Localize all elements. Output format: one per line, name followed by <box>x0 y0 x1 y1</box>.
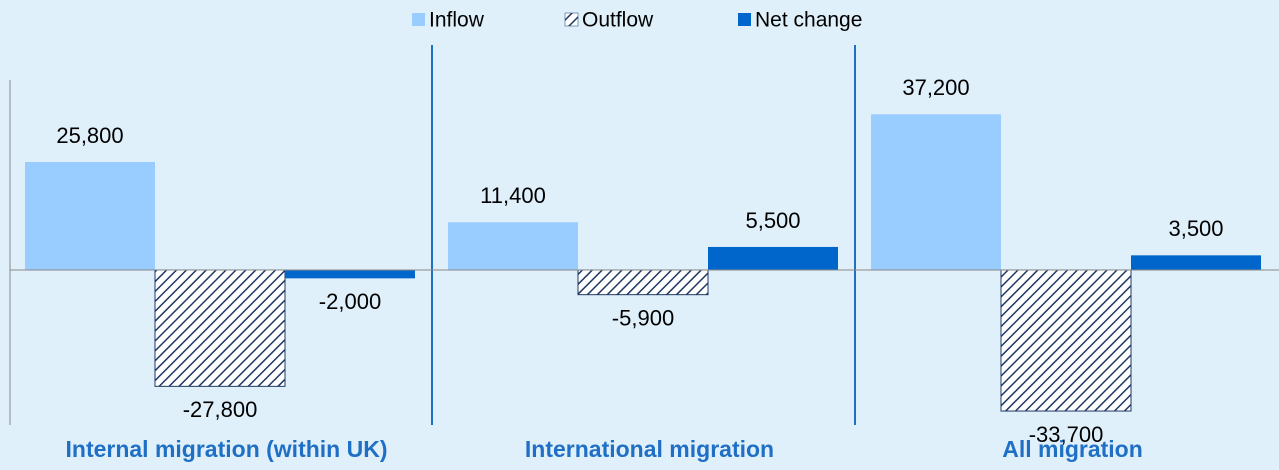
legend-swatch <box>412 13 425 26</box>
legend-label: Outflow <box>582 9 654 32</box>
bar <box>25 161 155 270</box>
value-label: -2,000 <box>319 289 381 314</box>
legend-swatch <box>564 12 579 27</box>
bar <box>448 222 578 270</box>
value-label: 25,800 <box>56 123 123 148</box>
bar <box>285 269 415 279</box>
bar <box>871 114 1001 270</box>
category-label: International migration <box>525 436 774 462</box>
category-label: Internal migration (within UK) <box>66 436 388 462</box>
value-label: 37,200 <box>902 75 969 100</box>
bar <box>154 269 286 387</box>
bar <box>708 246 838 270</box>
value-label: 3,500 <box>1168 216 1223 241</box>
value-label: 5,500 <box>745 208 800 233</box>
legend-swatch <box>738 13 751 26</box>
value-label: -27,800 <box>183 397 258 422</box>
category-label: All migration <box>1002 436 1143 462</box>
bar <box>577 269 709 296</box>
value-label: 11,400 <box>480 183 546 208</box>
value-label: -5,900 <box>612 305 674 330</box>
legend-label: Inflow <box>429 9 485 32</box>
legend-label: Net change <box>755 9 862 32</box>
bar <box>1131 255 1261 270</box>
value-label: -33,700 <box>1029 422 1104 447</box>
bar <box>1000 269 1132 412</box>
